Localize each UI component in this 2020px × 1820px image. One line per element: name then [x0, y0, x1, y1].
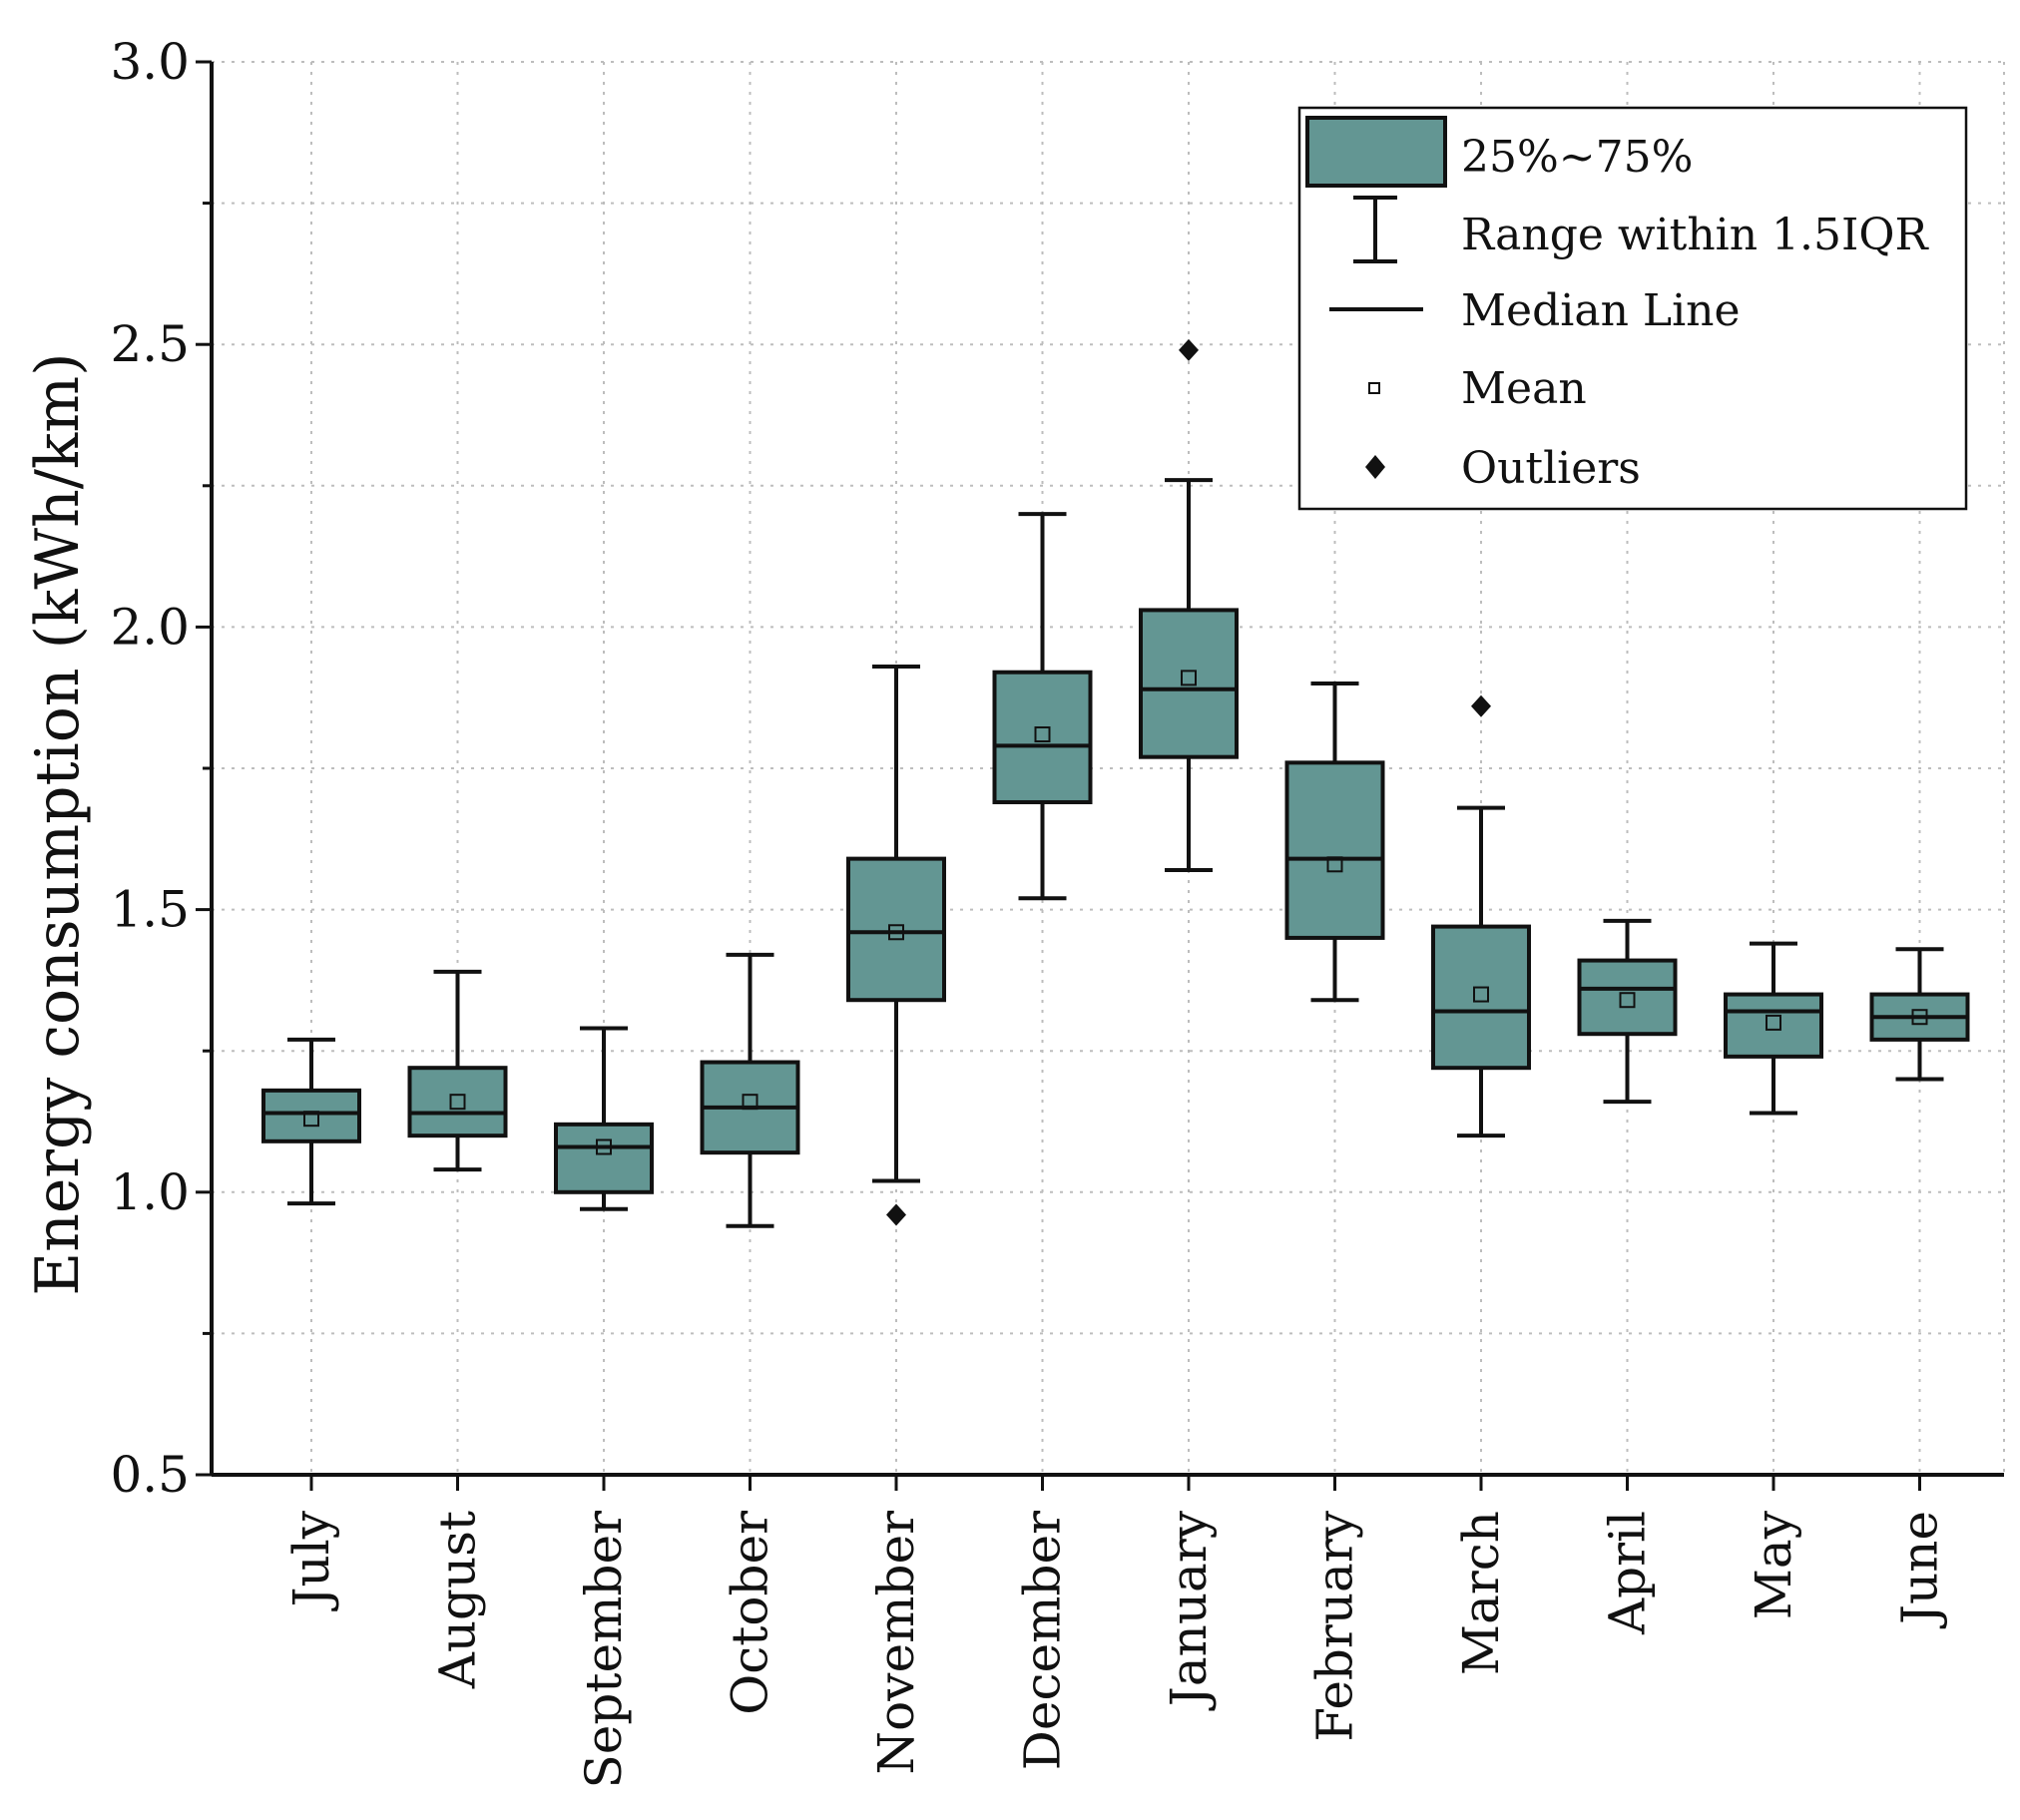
iqr-box: [554, 1122, 654, 1194]
outlier-point: [1471, 694, 1491, 717]
iqr-box: [407, 1066, 508, 1138]
box-november: [846, 665, 946, 1226]
x-tick-label: May: [1745, 1510, 1802, 1619]
box-may: [1724, 941, 1823, 1116]
iqr-box: [1431, 924, 1531, 1071]
x-tick-label: June: [1891, 1511, 1949, 1629]
x-tick-label: November: [867, 1511, 925, 1775]
x-tick-label: October: [722, 1511, 779, 1715]
mean-marker: [1473, 986, 1489, 1003]
x-tick-label: December: [1014, 1511, 1072, 1770]
iqr-box: [1284, 760, 1385, 940]
iqr-box: [261, 1088, 361, 1143]
box-january: [1139, 338, 1239, 872]
box-december: [992, 512, 1093, 901]
legend-outlier-icon: [1365, 455, 1385, 479]
legend-label-median: Median Line: [1461, 285, 1741, 336]
legend-range-icon: [1353, 196, 1397, 263]
legend-label-box: 25%~75%: [1461, 132, 1693, 183]
box-september: [554, 1026, 654, 1211]
x-tick-label: January: [1160, 1510, 1218, 1711]
box-october: [700, 952, 800, 1228]
box-march: [1431, 694, 1531, 1138]
legend-label-mean: Mean: [1461, 363, 1587, 414]
legend-label-range: Range within 1.5IQR: [1461, 210, 1929, 260]
legend-label-outlier: Outliers: [1461, 443, 1641, 494]
iqr-box: [1139, 608, 1239, 759]
iqr-box: [992, 670, 1093, 804]
x-tick-label: February: [1306, 1510, 1364, 1741]
box-august: [407, 969, 508, 1172]
x-tick-label: March: [1452, 1511, 1510, 1675]
iqr-box: [1724, 992, 1823, 1059]
grid: [212, 61, 2005, 1475]
x-tick-labels: July August September October November Decemb…: [282, 1510, 1949, 1788]
iqr-box: [1577, 958, 1678, 1037]
y-tick-label: 0.5: [110, 1446, 190, 1504]
mean-marker: [1619, 992, 1636, 1009]
mean-marker: [596, 1138, 612, 1155]
y-tick-label: 1.0: [110, 1163, 190, 1221]
box-june: [1869, 947, 1970, 1082]
mean-marker: [303, 1111, 319, 1128]
mean-marker: [1326, 856, 1343, 873]
mean-marker: [1911, 1009, 1928, 1026]
mean-marker: [1766, 1014, 1781, 1031]
mean-marker: [449, 1094, 466, 1111]
mean-marker: [888, 924, 904, 941]
boxes: [261, 338, 1970, 1228]
outlier-point: [1179, 338, 1199, 361]
axes: [196, 60, 2004, 1491]
y-tick-label: 2.5: [110, 315, 190, 373]
box-july: [261, 1037, 361, 1206]
box-april: [1577, 918, 1678, 1105]
legend: 25%~75% Range within 1.5IQR Median Line …: [1297, 106, 1968, 511]
y-tick-label: 1.5: [110, 881, 190, 939]
box-february: [1284, 682, 1385, 1003]
mean-marker: [1181, 670, 1197, 686]
iqr-box: [846, 856, 946, 1003]
y-tick-labels: 0.5 1.0 1.5 2.0 2.5 3.0: [110, 33, 190, 1504]
y-tick-label: 2.0: [110, 598, 190, 656]
x-tick-label: August: [429, 1511, 487, 1689]
legend-box-swatch: [1305, 116, 1447, 188]
outlier-point: [886, 1203, 906, 1226]
y-tick-label: 3.0: [110, 33, 190, 91]
x-tick-label: April: [1599, 1511, 1657, 1635]
x-tick-label: September: [575, 1511, 633, 1789]
x-tick-label: July: [282, 1510, 340, 1611]
mean-marker: [1034, 726, 1051, 743]
mean-marker: [742, 1094, 758, 1111]
legend-mean-icon: [1368, 382, 1380, 394]
y-axis-title: Energy consumption (kWh/km): [23, 352, 93, 1295]
